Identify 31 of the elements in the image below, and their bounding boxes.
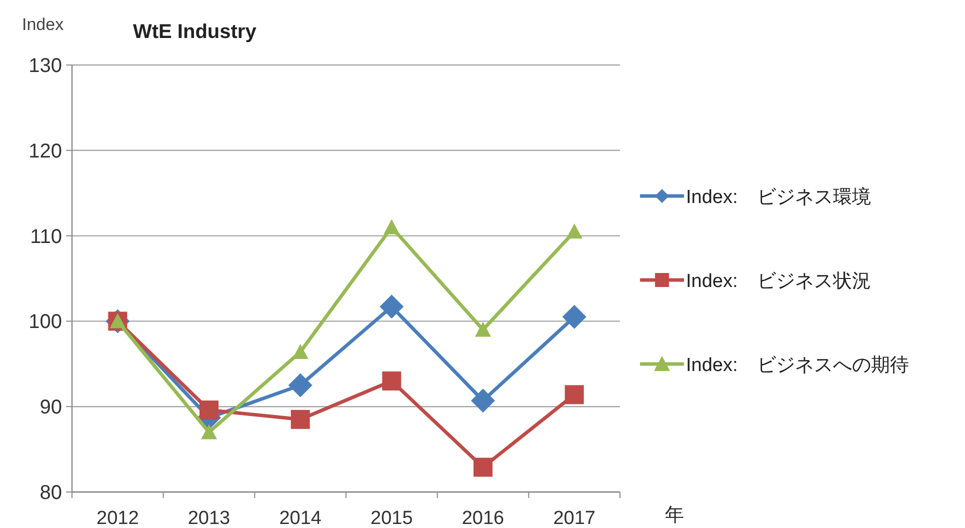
x-tick-label: 2014	[279, 508, 322, 528]
point	[562, 304, 586, 329]
x-tick-label: 2015	[370, 508, 413, 528]
y-tick-label: 100	[28, 311, 62, 334]
point	[564, 385, 584, 404]
legend-label: Index: ビジネス環境	[686, 186, 871, 208]
x-tick-label: 2012	[96, 508, 139, 528]
x-tick-label: 2013	[188, 508, 230, 528]
x-tick-label: 2017	[553, 508, 596, 528]
point	[475, 322, 491, 337]
y-tick-label: 110	[30, 226, 62, 248]
point	[566, 224, 582, 239]
point	[471, 388, 495, 413]
chart-title: WtE Industry	[133, 21, 258, 43]
x-tick-label: 2016	[462, 508, 504, 528]
point	[382, 371, 402, 390]
x-axis-title: 年	[665, 505, 684, 526]
point	[384, 219, 400, 234]
point	[380, 294, 404, 319]
y-tick-label: 130	[28, 55, 62, 77]
y-tick-label: 80	[40, 482, 62, 504]
legend-label: Index: ビジネス状況	[686, 271, 871, 292]
point	[288, 373, 312, 398]
y-tick-label: 90	[40, 396, 62, 419]
point	[290, 410, 310, 429]
legend-label: Index: ビジネスへの期待	[686, 355, 909, 376]
point	[200, 400, 218, 420]
point	[474, 458, 492, 477]
y-tick-label: 120	[28, 140, 62, 162]
point	[201, 424, 217, 440]
y-axis-title: Index	[22, 15, 64, 34]
